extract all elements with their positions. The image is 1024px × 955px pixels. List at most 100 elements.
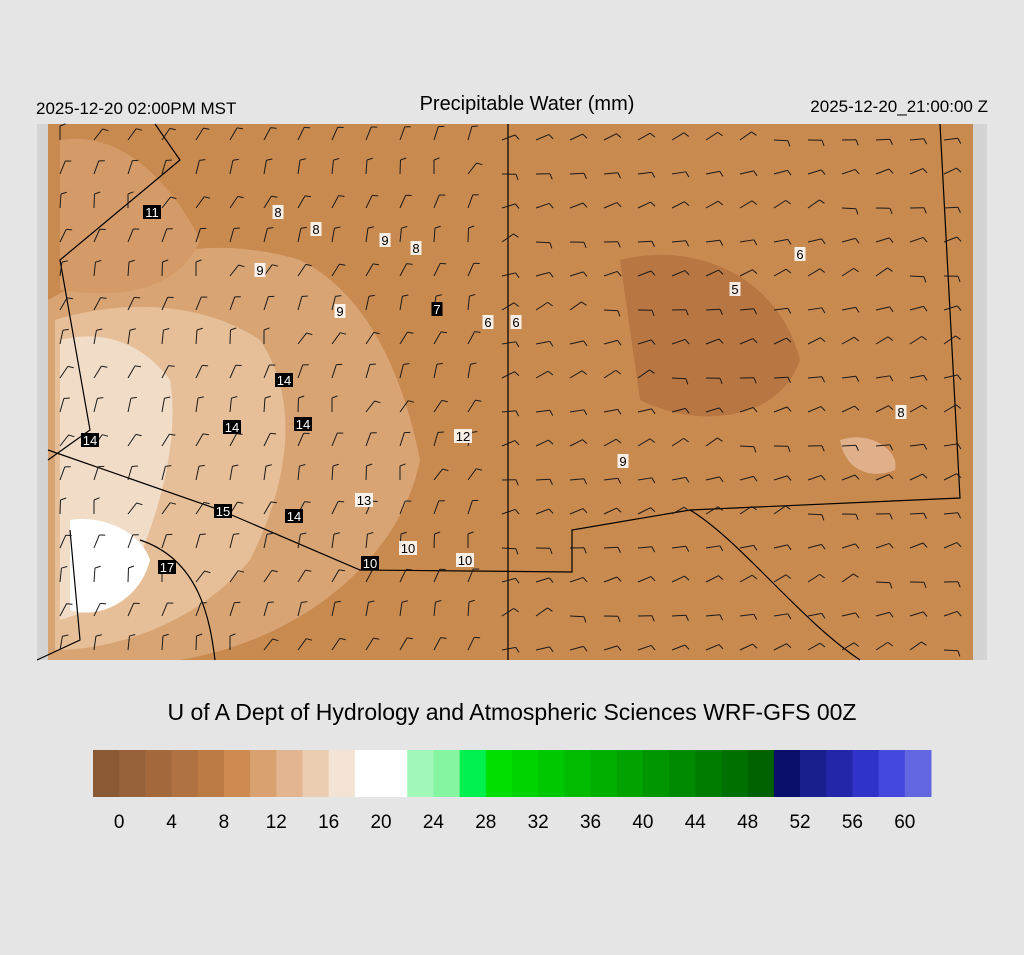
- colorbar-segment: [852, 750, 879, 797]
- station-value: 9: [256, 263, 263, 278]
- station-value: 15: [216, 504, 230, 519]
- wind-barb-flag: [200, 534, 206, 535]
- colorbar-segment: [198, 750, 225, 797]
- colorbar-segment: [276, 750, 303, 797]
- colorbar-tick-label: 36: [580, 812, 601, 833]
- wind-barb-flag: [271, 128, 277, 129]
- wind-barb-flag: [475, 332, 481, 333]
- valid-time: 2025-12-20_21:00:00 Z: [810, 97, 988, 116]
- station-value: 7: [433, 302, 440, 317]
- colorbar-segment: [433, 750, 460, 797]
- colorbar-segment: [381, 750, 408, 797]
- colorbar-segment: [774, 750, 801, 797]
- station-value: 14: [287, 509, 301, 524]
- station-value: 6: [512, 315, 519, 330]
- colorbar-segment: [617, 750, 644, 797]
- colorbar-tick-label: 24: [423, 812, 445, 833]
- colorbar-segment: [512, 750, 539, 797]
- station-value: 14: [296, 417, 310, 432]
- station-value: 10: [458, 553, 472, 568]
- colorbar-tick-label: 44: [685, 812, 707, 833]
- colorbar-segment: [460, 750, 487, 797]
- station-value: 8: [412, 241, 419, 256]
- station-value: 13: [357, 493, 371, 508]
- colorbar-segment: [800, 750, 827, 797]
- station-value: 10: [401, 541, 415, 556]
- colorbar-segment: [905, 750, 932, 797]
- station-value: 14: [277, 373, 291, 388]
- local-time: 2025-12-20 02:00PM MST: [36, 99, 236, 118]
- wind-barb-flag: [101, 298, 107, 299]
- colorbar-tick-label: 56: [842, 812, 863, 833]
- wind-barb-flag: [302, 296, 308, 297]
- colorbar-tick-label: 32: [528, 812, 549, 833]
- credit: U of A Dept of Hydrology and Atmospheric…: [167, 699, 856, 725]
- wind-barb-flag: [64, 398, 70, 399]
- colorbar-segment: [538, 750, 565, 797]
- colorbar-segment: [224, 750, 251, 797]
- wind-barb-flag: [339, 196, 345, 197]
- station-value: 17: [160, 560, 174, 575]
- colorbar-segment: [407, 750, 434, 797]
- station-value: 8: [897, 405, 904, 420]
- colorbar-segment: [119, 750, 146, 797]
- colorbar-tick-label: 60: [894, 812, 915, 833]
- station-value: 11: [145, 205, 159, 220]
- wind-barb-flag: [268, 602, 274, 603]
- colorbar-tick-label: 0: [114, 812, 125, 833]
- colorbar-segment: [172, 750, 199, 797]
- wind-barb-flag: [132, 466, 138, 467]
- colorbar-tick-label: 12: [266, 812, 287, 833]
- colorbar-segment: [669, 750, 696, 797]
- wind-barb-flag: [305, 502, 311, 503]
- wind-barb-flag: [441, 638, 447, 639]
- station-value: 6: [484, 315, 491, 330]
- colorbar-segment: [250, 750, 277, 797]
- colorbar-segment: [879, 750, 906, 797]
- colorbar-segment: [145, 750, 172, 797]
- colorbar-tick-label: 28: [475, 812, 496, 833]
- colorbar-tick-label: 8: [219, 812, 230, 833]
- colorbar-segment: [93, 750, 120, 797]
- wind-barb-flag: [472, 126, 478, 127]
- station-value: 6: [796, 247, 803, 262]
- station-value: 8: [312, 222, 319, 237]
- colorbar-segment: [695, 750, 722, 797]
- station-value: 8: [274, 205, 281, 220]
- colorbar-segment: [329, 750, 356, 797]
- colorbar-segment: [564, 750, 591, 797]
- colorbar-tick-label: 52: [789, 812, 810, 833]
- title: Precipitable Water (mm): [420, 93, 635, 115]
- station-value: 12: [456, 429, 470, 444]
- colorbar-tick-label: 40: [632, 812, 653, 833]
- wind-barb-flag: [407, 264, 413, 265]
- wind-barb-flag: [169, 366, 175, 367]
- colorbar-tick-label: 16: [318, 812, 339, 833]
- colorbar-segment: [826, 750, 853, 797]
- station-value: 9: [619, 454, 626, 469]
- colorbar-segment: [643, 750, 670, 797]
- station-value: 9: [381, 233, 388, 248]
- colorbar-tick-label: 48: [737, 812, 758, 833]
- station-value: 10: [363, 556, 377, 571]
- map: 11 8 8 9 8 9 9 7 6 6 6 5 14 14 14 14 12 8 9 13 15 14 10 10 10 17: [37, 124, 987, 660]
- colorbar-tick-label: 20: [370, 812, 391, 833]
- colorbar-segment: [722, 750, 749, 797]
- colorbar-segment: [591, 750, 618, 797]
- wind-barb-flag: [370, 364, 376, 365]
- wind-barb-flag: [166, 160, 172, 161]
- station-value: 14: [225, 420, 239, 435]
- colorbar-segment: [355, 750, 382, 797]
- wind-barb-flag: [234, 228, 240, 229]
- station-value: 9: [336, 304, 343, 319]
- colorbar-segment: [303, 750, 330, 797]
- wind-barb-flag: [67, 604, 73, 605]
- station-value: 14: [83, 433, 97, 448]
- colorbar-tick-label: 4: [166, 812, 177, 833]
- colorbar-segment: [748, 750, 775, 797]
- wind-barb-flag: [438, 432, 444, 433]
- colorbar-segment: [486, 750, 513, 797]
- station-value: 5: [731, 282, 738, 297]
